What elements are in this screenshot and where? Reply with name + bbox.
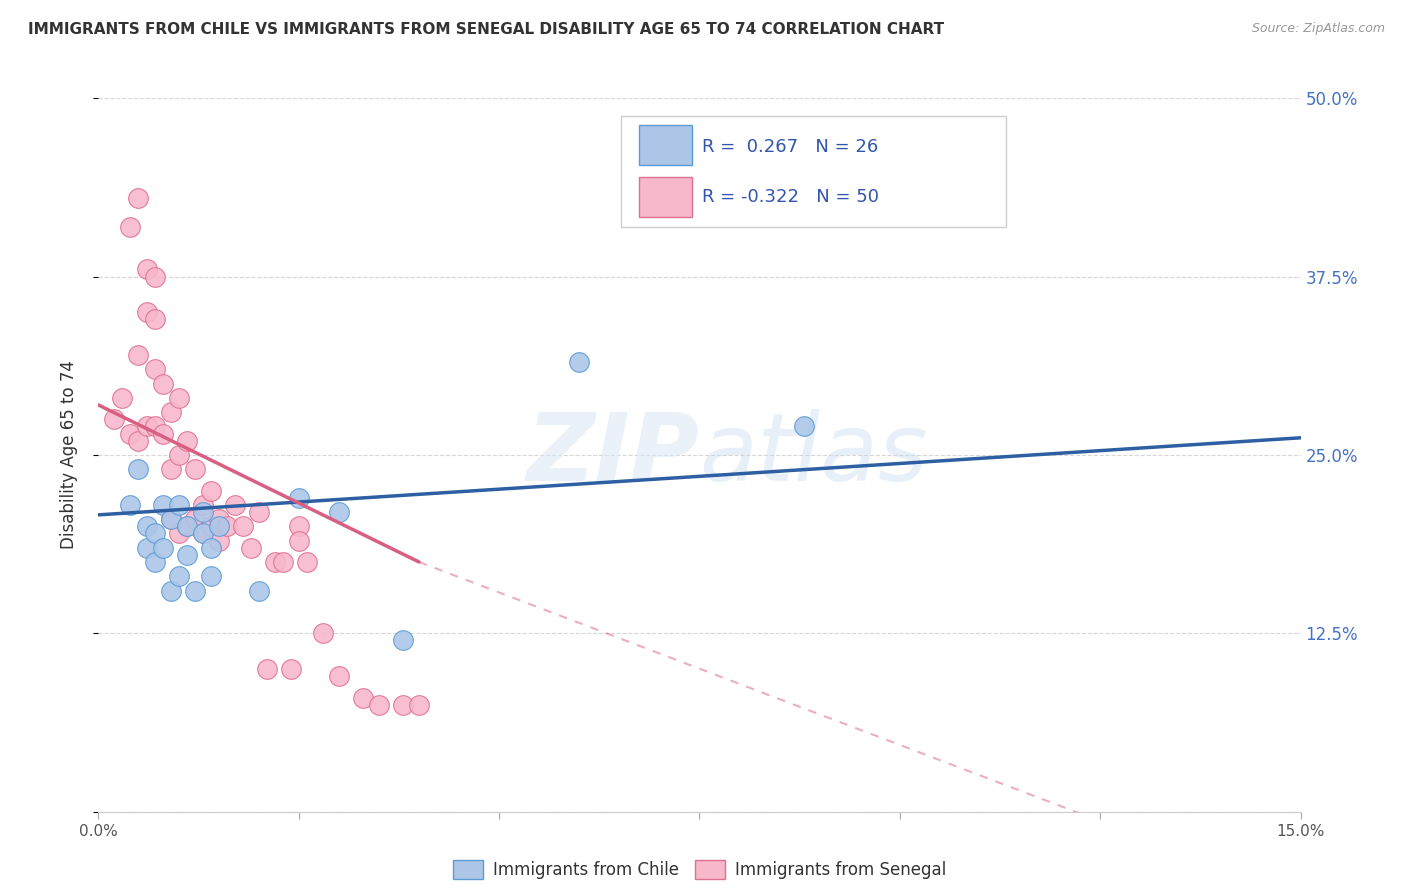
Point xyxy=(167,569,190,583)
Point xyxy=(208,533,231,548)
Point xyxy=(135,262,157,277)
Point xyxy=(232,519,254,533)
Point xyxy=(176,548,198,562)
Point xyxy=(280,662,302,676)
Point xyxy=(295,555,318,569)
Point xyxy=(159,462,181,476)
Text: R =  0.267   N = 26: R = 0.267 N = 26 xyxy=(702,137,879,155)
Point xyxy=(328,669,350,683)
Point xyxy=(152,376,174,391)
Point xyxy=(368,698,391,712)
Point xyxy=(167,391,190,405)
Point xyxy=(120,498,142,512)
Point xyxy=(176,434,198,448)
Text: IMMIGRANTS FROM CHILE VS IMMIGRANTS FROM SENEGAL DISABILITY AGE 65 TO 74 CORRELA: IMMIGRANTS FROM CHILE VS IMMIGRANTS FROM… xyxy=(28,22,945,37)
Point xyxy=(224,498,246,512)
Point xyxy=(159,405,181,419)
Point xyxy=(167,526,190,541)
Point xyxy=(159,583,181,598)
Point xyxy=(135,419,157,434)
Point xyxy=(191,498,214,512)
Point xyxy=(288,533,311,548)
Point xyxy=(152,426,174,441)
Point xyxy=(128,462,150,476)
Point xyxy=(167,448,190,462)
Point xyxy=(135,305,157,319)
Point xyxy=(392,698,415,712)
Point xyxy=(143,269,166,284)
Text: atlas: atlas xyxy=(700,409,928,500)
Point xyxy=(143,419,166,434)
Point xyxy=(143,555,166,569)
Point xyxy=(247,505,270,519)
Point xyxy=(143,362,166,376)
Point xyxy=(392,633,415,648)
Point xyxy=(256,662,278,676)
Point xyxy=(200,569,222,583)
Point xyxy=(111,391,134,405)
Point xyxy=(152,498,174,512)
Point xyxy=(239,541,262,555)
Text: Source: ZipAtlas.com: Source: ZipAtlas.com xyxy=(1251,22,1385,36)
Point xyxy=(200,519,222,533)
Point xyxy=(568,355,591,369)
Point xyxy=(288,519,311,533)
Point xyxy=(200,483,222,498)
Point xyxy=(176,519,198,533)
Point xyxy=(159,512,181,526)
Point xyxy=(208,512,231,526)
Point xyxy=(135,541,157,555)
Point xyxy=(191,526,214,541)
FancyBboxPatch shape xyxy=(640,178,692,218)
Point xyxy=(215,519,238,533)
Point xyxy=(191,526,214,541)
Point xyxy=(120,219,142,234)
Text: R = -0.322   N = 50: R = -0.322 N = 50 xyxy=(702,187,879,205)
Point xyxy=(200,541,222,555)
Point xyxy=(159,512,181,526)
Point xyxy=(183,512,205,526)
Point xyxy=(247,583,270,598)
Point xyxy=(352,690,374,705)
Point xyxy=(793,419,815,434)
Point xyxy=(183,583,205,598)
FancyBboxPatch shape xyxy=(621,116,1007,227)
Point xyxy=(135,519,157,533)
Point xyxy=(128,348,150,362)
Point xyxy=(128,191,150,205)
Point xyxy=(167,498,190,512)
Point xyxy=(143,526,166,541)
Point xyxy=(152,541,174,555)
Point xyxy=(183,462,205,476)
Point xyxy=(288,491,311,505)
Legend: Immigrants from Chile, Immigrants from Senegal: Immigrants from Chile, Immigrants from S… xyxy=(446,853,953,886)
Y-axis label: Disability Age 65 to 74: Disability Age 65 to 74 xyxy=(59,360,77,549)
Point xyxy=(103,412,125,426)
Point xyxy=(191,505,214,519)
Point xyxy=(143,312,166,326)
Point xyxy=(328,505,350,519)
Text: ZIP: ZIP xyxy=(527,409,700,501)
Point xyxy=(263,555,285,569)
Point xyxy=(408,698,430,712)
Point xyxy=(312,626,335,640)
Point xyxy=(128,434,150,448)
Point xyxy=(271,555,294,569)
FancyBboxPatch shape xyxy=(640,125,692,165)
Point xyxy=(120,426,142,441)
Point xyxy=(208,519,231,533)
Point xyxy=(176,519,198,533)
